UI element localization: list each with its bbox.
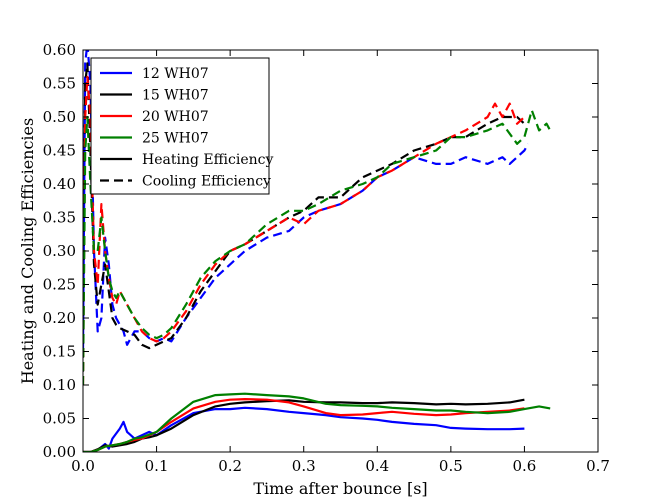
x-tick-label: 0.3: [292, 457, 316, 475]
x-tick-label: 0.6: [512, 457, 536, 475]
y-tick-label: 0.30: [43, 242, 76, 260]
y-tick-label: 0.15: [43, 343, 76, 361]
legend-label: 12 WH07: [142, 66, 209, 82]
y-tick-label: 0.25: [43, 276, 76, 294]
y-tick-label: 0.10: [43, 376, 76, 394]
y-tick-label: 0.00: [43, 443, 76, 461]
legend-label: 15 WH07: [142, 88, 209, 104]
y-tick-label: 0.05: [43, 410, 76, 428]
legend-label: Cooling Efficiency: [142, 174, 271, 190]
series-line-15-wh07-heating: [83, 398, 525, 452]
x-tick-label: 0.4: [365, 457, 389, 475]
series-lines: [83, 50, 552, 452]
series-line-25-wh07-heating: [83, 392, 551, 452]
x-tick-label: 0.2: [218, 457, 242, 475]
legend-box: [90, 57, 270, 195]
axis-ticks: 0.0 0.1 0.2 0.3 0.4 0.5 0.6 0.7 0.00 0.05 0.10 0.15…: [43, 41, 610, 475]
y-tick-label: 0.20: [43, 309, 76, 327]
y-tick-label: 0.45: [43, 142, 76, 160]
y-tick-label: 0.40: [43, 175, 76, 193]
y-tick-label: 0.35: [43, 209, 76, 227]
y-axis-label: Heating and Cooling Efficiencies: [18, 118, 37, 384]
x-tick-label: 0.7: [586, 457, 610, 475]
series-line-25-wh07-cooling: [83, 109, 552, 386]
legend-label: Heating Efficiency: [142, 152, 273, 168]
legend-label: 25 WH07: [142, 131, 209, 147]
y-tick-label: 0.60: [43, 41, 76, 59]
legend: 12 WH07 15 WH07 20 WH07 25 WH07 Heating Effi…: [90, 57, 273, 195]
legend-label: 20 WH07: [142, 109, 209, 125]
series-line-15-wh07-cooling: [83, 62, 526, 372]
x-axis-label: Time after bounce [s]: [253, 479, 427, 498]
x-tick-label: 0.5: [439, 457, 463, 475]
y-tick-label: 0.55: [43, 75, 76, 93]
x-tick-label: 0.0: [71, 457, 95, 475]
y-tick-label: 0.50: [43, 108, 76, 126]
series-line-12-wh07-heating: [83, 406, 525, 452]
x-tick-label: 0.1: [145, 457, 169, 475]
